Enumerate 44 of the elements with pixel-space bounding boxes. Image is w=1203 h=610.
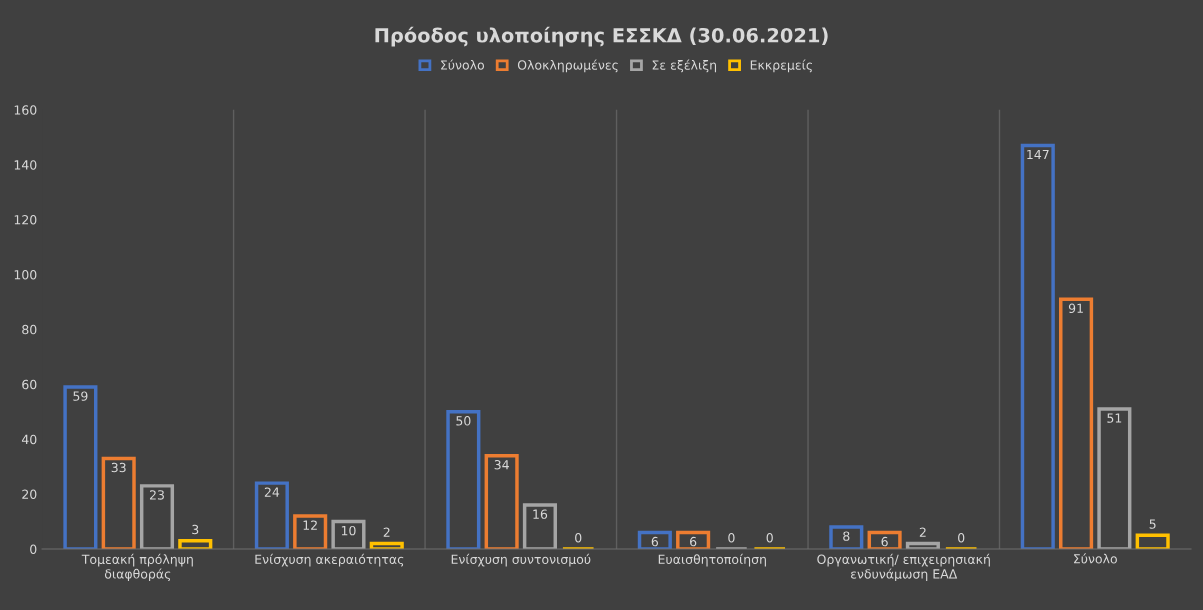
y-tick-label: 80: [22, 324, 37, 335]
data-label: 33: [111, 462, 126, 473]
data-label: 0: [575, 533, 582, 543]
y-tick-label: 60: [22, 379, 37, 390]
data-label: 34: [494, 460, 509, 470]
data-label: 6: [881, 536, 888, 547]
x-tick-label: Ενίσχυση συντονισμού: [451, 553, 591, 567]
y-tick-label: 0: [30, 544, 37, 554]
data-label: 59: [73, 391, 88, 401]
data-label: 0: [766, 533, 773, 543]
legend-label: Ολοκληρωμένες: [517, 59, 618, 73]
data-label: 3: [192, 524, 199, 535]
data-label: 0: [728, 533, 735, 543]
data-label: 12: [303, 520, 317, 530]
data-label: 8: [843, 531, 850, 541]
data-label: 5: [1149, 519, 1156, 529]
x-tick-label: Ενίσχυση ακεραιότητας: [255, 553, 404, 567]
data-label: 91: [1068, 303, 1083, 313]
legend-label: Σε εξέλιξη: [652, 59, 717, 73]
data-label: 147: [1027, 149, 1049, 160]
data-label: 10: [341, 525, 356, 536]
data-label: 51: [1107, 413, 1122, 423]
data-label: 2: [383, 527, 390, 537]
y-tick-label: 160: [14, 105, 37, 115]
data-label: 16: [533, 509, 548, 519]
y-tick-label: 100: [14, 269, 37, 280]
legend-label: Σύνολο: [441, 59, 485, 70]
legend-label: Εκκρεμείς: [750, 59, 812, 73]
y-tick-label: 140: [14, 160, 37, 170]
data-label: 23: [149, 490, 164, 500]
x-tick-label: Σύνολο: [1074, 553, 1117, 564]
data-label: 24: [264, 487, 280, 497]
x-tick-label: Τομεακή πρόληψη διαφθοράς: [81, 553, 193, 582]
x-tick-label: Οργανωτική/ επιχειρησιακή ενδυνάμωση ΕΑΔ: [817, 553, 990, 582]
y-tick-label: 20: [22, 489, 37, 500]
y-tick-label: 120: [14, 215, 37, 225]
y-tick-label: 40: [21, 434, 37, 445]
data-label: 2: [919, 527, 926, 537]
chart-title: Πρόοδος υλοποίησης ΕΣΣΚΔ (30.06.2021): [375, 26, 828, 47]
x-tick-label: Ευαισθητοποίηση: [658, 553, 766, 567]
data-label: 6: [651, 536, 659, 547]
data-label: 0: [958, 533, 965, 543]
data-label: 6: [690, 536, 697, 547]
data-label: 50: [456, 416, 471, 426]
